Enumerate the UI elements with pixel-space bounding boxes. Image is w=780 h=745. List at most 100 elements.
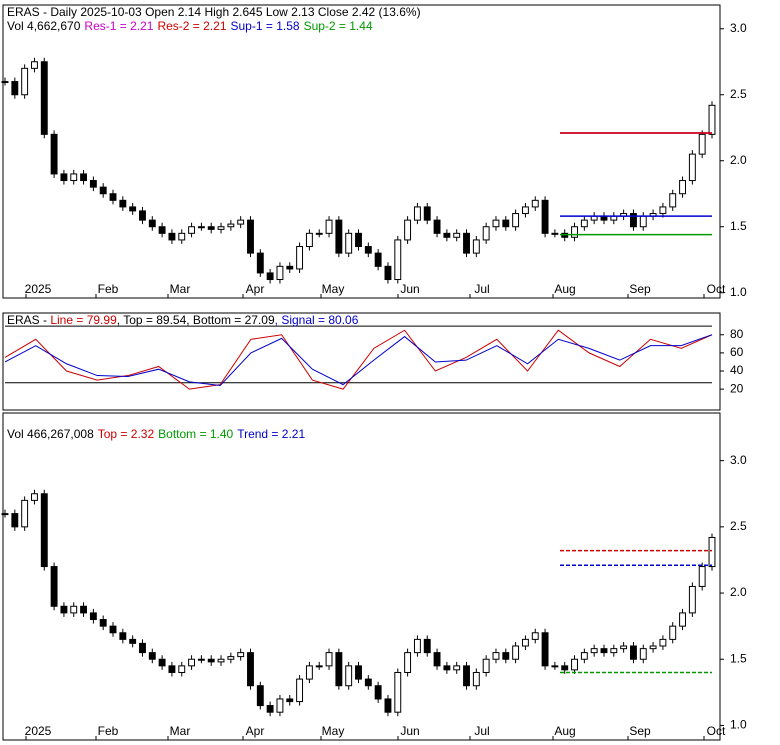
candle [197,226,205,229]
candle [364,246,372,254]
candle [168,232,176,241]
header-stat: , Bottom = 27.09 [186,313,275,327]
candle [237,219,245,225]
candle [423,638,431,654]
candle [247,652,254,687]
panel [2,412,721,741]
candle [266,272,274,281]
candle [21,499,29,528]
candle [335,652,343,687]
candle [266,705,274,713]
candle [433,652,441,667]
candle [413,206,421,221]
candle [109,625,117,634]
candle [384,698,392,713]
y-tick-label: 1.5 [730,219,747,233]
candle [512,645,520,660]
x-tick-label: Aug [554,724,575,738]
candle [708,104,716,135]
candle [89,180,97,188]
candle [129,638,137,644]
candle [374,685,382,700]
candle [119,199,127,208]
candle [276,698,284,713]
candle [276,265,284,281]
candle [89,612,97,621]
header-title: ERAS - [7,313,50,327]
candle [168,665,176,673]
candle [580,219,588,228]
header-stat: Line = 79.99 [50,313,117,327]
y-tick-label: 2.0 [730,585,747,599]
candle [188,658,196,667]
x-tick-label: Jul [474,282,489,296]
candle [629,213,637,228]
candle [561,665,569,671]
candle [639,648,647,660]
candle [11,81,19,96]
candle [482,226,490,241]
candle [158,226,166,234]
header-stat: Vol 466,267,008 [7,427,94,441]
panel-header: Vol 4,662,670 Res-1 = 2.21 Res-2 = 2.21 Sup… [7,19,373,33]
candle [129,206,137,212]
candle [345,665,353,687]
y-tick-label: 1.0 [730,718,747,732]
candle [50,133,58,175]
candle [178,665,186,673]
x-tick-label: Jun [400,724,419,738]
candle [31,493,38,501]
header-title: ERAS - Daily 2025-10-03 Open 2.14 High 2… [7,5,421,19]
candle [698,566,706,587]
candle [502,652,510,660]
candle [247,219,254,254]
y-tick-label: 3.0 [730,21,747,35]
candle [512,213,520,228]
candle [119,632,127,640]
x-tick-label: May [322,724,345,738]
candle [521,206,529,215]
x-tick-label: Jul [474,724,489,738]
candle [688,153,696,182]
y-tick-label: 1.5 [730,651,747,665]
candle [80,605,88,614]
x-tick-label: Mar [170,724,191,738]
candle [1,81,9,84]
line [4,334,713,387]
header-stat: Trend = 2.21 [237,427,305,441]
candle [502,219,510,228]
header-stat: Sup-2 = 1.44 [304,19,373,33]
candle [698,133,706,155]
candle [571,658,578,671]
candle [99,619,107,627]
candle [404,652,412,673]
candle [325,219,333,234]
candle [374,252,382,267]
y-tick-label: 60 [730,345,744,359]
candle [139,642,146,654]
candle [296,678,304,703]
candle [256,685,264,707]
candle [571,226,578,238]
candle [590,648,598,654]
x-tick-label: Aug [554,282,575,296]
x-tick-label: Sep [629,724,651,738]
candle [443,665,451,671]
panel-header: ERAS - Line = 79.99, Top = 89.54, Bottom… [7,313,359,327]
candle [482,658,490,673]
candle [286,698,294,703]
x-tick-label: Apr [246,282,265,296]
header-stat: Top = 2.32 [98,427,155,441]
candle [31,61,38,69]
panel [2,4,721,299]
y-tick-label: 3.0 [730,453,747,467]
candle [60,173,68,182]
candle [80,173,88,182]
y-tick-label: 1.0 [730,285,747,299]
candle [188,226,196,234]
candle [404,219,412,241]
candle [109,193,117,201]
candle [688,585,696,614]
candle [158,658,166,667]
